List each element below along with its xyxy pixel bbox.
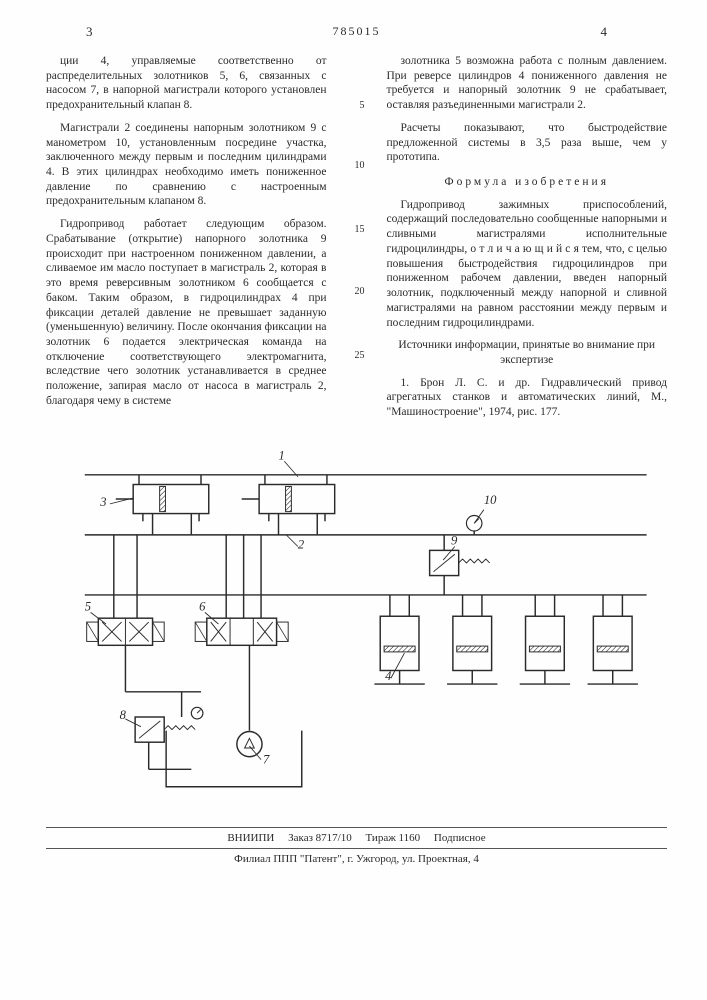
imprint-footer: ВНИИПИ Заказ 8717/10 Тираж 1160 Подписно…	[46, 827, 667, 865]
page-number-left: 3	[86, 24, 93, 40]
svg-text:1: 1	[279, 448, 285, 462]
sources-heading: Источники информации, принятые во вниман…	[387, 338, 668, 367]
svg-text:6: 6	[199, 599, 206, 613]
svg-text:3: 3	[99, 495, 106, 509]
line-number-gutter: 5 10 15 20 25	[349, 54, 365, 428]
svg-text:7: 7	[263, 752, 270, 766]
svg-text:5: 5	[85, 599, 91, 613]
line-mark: 25	[355, 350, 365, 363]
line-mark: 10	[355, 160, 365, 173]
para: Расчеты показывают, что быстродействие п…	[387, 121, 668, 165]
hydraulic-schematic: 1 2 3 4 5 6 7 8 9 10	[46, 434, 666, 814]
footer-publisher: ВНИИПИ	[227, 832, 274, 844]
line-mark: 5	[360, 100, 365, 113]
formula-heading: Формула изобретения	[387, 175, 668, 190]
body-columns: ции 4, управляемые соответственно от рас…	[46, 54, 667, 428]
page-header: 3 785015 4	[46, 24, 667, 50]
svg-text:4: 4	[385, 669, 391, 683]
svg-text:10: 10	[484, 493, 497, 507]
footer-row-1: ВНИИПИ Заказ 8717/10 Тираж 1160 Подписно…	[46, 832, 667, 844]
para: золотника 5 возможна работа с полным дав…	[387, 54, 668, 113]
para: 1. Брон Л. С. и др. Гидравлический приво…	[387, 376, 668, 420]
page-number-right: 4	[601, 24, 608, 40]
footer-row-2: Филиал ППП "Патент", г. Ужгород, ул. Про…	[46, 848, 667, 865]
svg-text:8: 8	[120, 708, 127, 722]
right-column: золотника 5 возможна работа с полным дав…	[387, 54, 668, 428]
svg-text:2: 2	[298, 537, 305, 551]
line-mark: 20	[355, 286, 365, 299]
svg-text:9: 9	[451, 533, 458, 547]
footer-tirazh: Тираж 1160	[365, 832, 420, 844]
document-number: 785015	[333, 24, 381, 39]
para: ции 4, управляемые соответственно от рас…	[46, 54, 327, 113]
para: Гидропривод работает следующим образом. …	[46, 217, 327, 408]
para: Гидропривод зажимных приспособлений, сод…	[387, 198, 668, 330]
line-mark: 15	[355, 224, 365, 237]
para: Магистрали 2 соединены напорным золотник…	[46, 121, 327, 209]
left-column: ции 4, управляемые соответственно от рас…	[46, 54, 327, 428]
footer-subscription: Подписное	[434, 832, 486, 844]
footer-order: Заказ 8717/10	[288, 832, 352, 844]
